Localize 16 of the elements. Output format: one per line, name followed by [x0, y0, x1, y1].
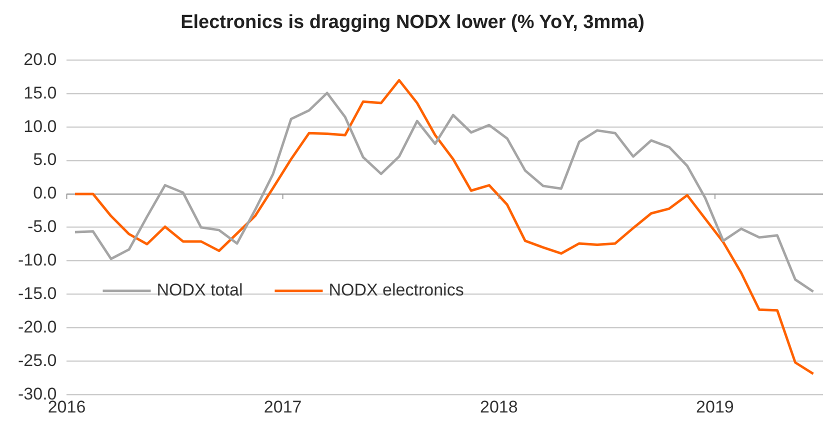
legend-label: NODX total — [156, 280, 243, 300]
y-tick-label: 10.0 — [24, 116, 57, 136]
x-tick-label: 2018 — [480, 397, 518, 416]
y-tick-label: -10.0 — [18, 250, 57, 270]
chart-title: Electronics is dragging NODX lower (% YoY, 3mma) — [180, 12, 646, 34]
y-tick-label: -5.0 — [27, 217, 57, 236]
x-tick-label: 2019 — [696, 397, 734, 416]
y-tick-label: -25.0 — [18, 350, 57, 370]
y-tick-label: 15.0 — [24, 83, 57, 102]
y-tick-label: -15.0 — [18, 284, 57, 303]
y-tick-label: 5.0 — [33, 150, 57, 170]
y-tick-label: 0.0 — [33, 184, 57, 203]
legend-label: NODX electronics — [328, 280, 464, 300]
x-tick-label: 2017 — [264, 397, 302, 416]
y-tick-label: 20.0 — [24, 50, 57, 69]
y-tick-label: -20.0 — [18, 317, 57, 336]
